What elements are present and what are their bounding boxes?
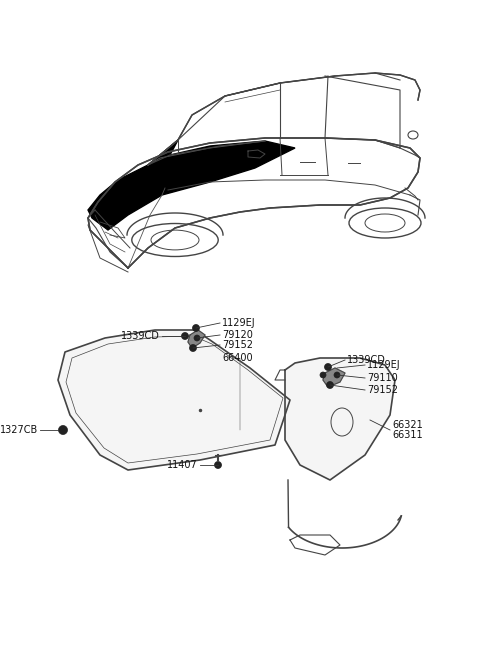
Text: 79120: 79120 xyxy=(222,330,253,340)
Text: 66311: 66311 xyxy=(392,430,422,440)
Polygon shape xyxy=(148,140,178,165)
Circle shape xyxy=(59,426,68,434)
Circle shape xyxy=(181,333,189,339)
Text: 1339CD: 1339CD xyxy=(347,355,386,365)
Polygon shape xyxy=(188,330,205,348)
Polygon shape xyxy=(88,141,295,230)
Circle shape xyxy=(334,372,340,378)
Text: 11407: 11407 xyxy=(167,460,198,470)
Text: 66400: 66400 xyxy=(222,353,252,363)
Circle shape xyxy=(324,364,332,371)
Circle shape xyxy=(326,381,334,388)
Circle shape xyxy=(194,335,200,341)
Text: 1129EJ: 1129EJ xyxy=(367,360,401,370)
Circle shape xyxy=(192,324,200,331)
Text: 79152: 79152 xyxy=(222,340,253,350)
Polygon shape xyxy=(58,330,290,470)
Text: 79110: 79110 xyxy=(367,373,398,383)
Polygon shape xyxy=(88,138,420,268)
Text: 79152: 79152 xyxy=(367,385,398,395)
Polygon shape xyxy=(285,358,395,480)
Circle shape xyxy=(190,345,196,352)
Text: 1129EJ: 1129EJ xyxy=(222,318,256,328)
Circle shape xyxy=(320,372,326,378)
Text: 1327CB: 1327CB xyxy=(0,425,38,435)
Text: 66321: 66321 xyxy=(392,420,423,430)
Text: 1339CD: 1339CD xyxy=(121,331,160,341)
Circle shape xyxy=(215,462,221,468)
Polygon shape xyxy=(323,368,345,387)
